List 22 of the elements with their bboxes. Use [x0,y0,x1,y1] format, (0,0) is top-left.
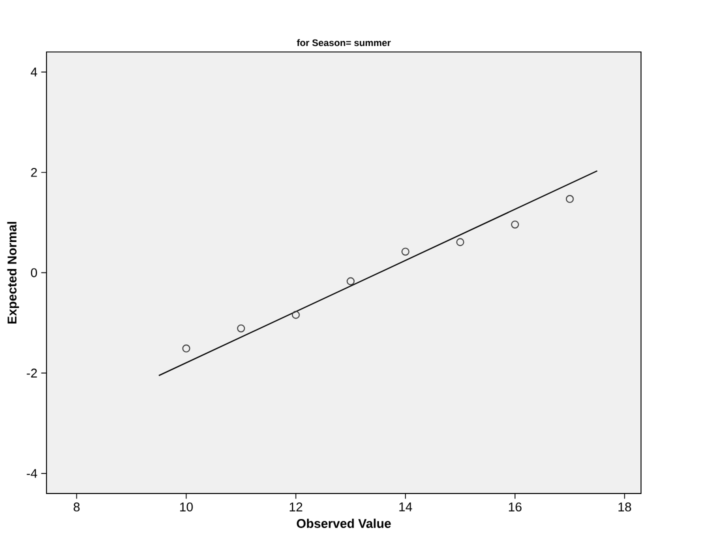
y-tick-label: 4 [30,68,38,76]
point [511,220,519,229]
x-tick-label: 10 [180,502,193,512]
x-tick-label: 16 [508,502,522,512]
point [401,248,410,256]
point [456,238,464,246]
x-axis-title: Observed Value [296,518,391,528]
y-tick-label: -2 [26,368,37,378]
x-tick-label: 8 [74,502,80,512]
y-tick-label: 2 [31,168,37,177]
y-tick-label: 0 [30,268,38,278]
point [566,195,574,203]
x-tick-label: 12 [290,502,302,512]
point [237,324,245,332]
y-axis-title: Expected Normal [7,222,20,324]
point [292,310,300,319]
x-tick-label: 18 [618,502,632,512]
point [182,344,190,352]
chart-title: for Season= summer [296,39,391,46]
y-tick-label: -4 [26,469,38,478]
point [346,277,355,286]
x-tick-label: 14 [399,502,412,512]
